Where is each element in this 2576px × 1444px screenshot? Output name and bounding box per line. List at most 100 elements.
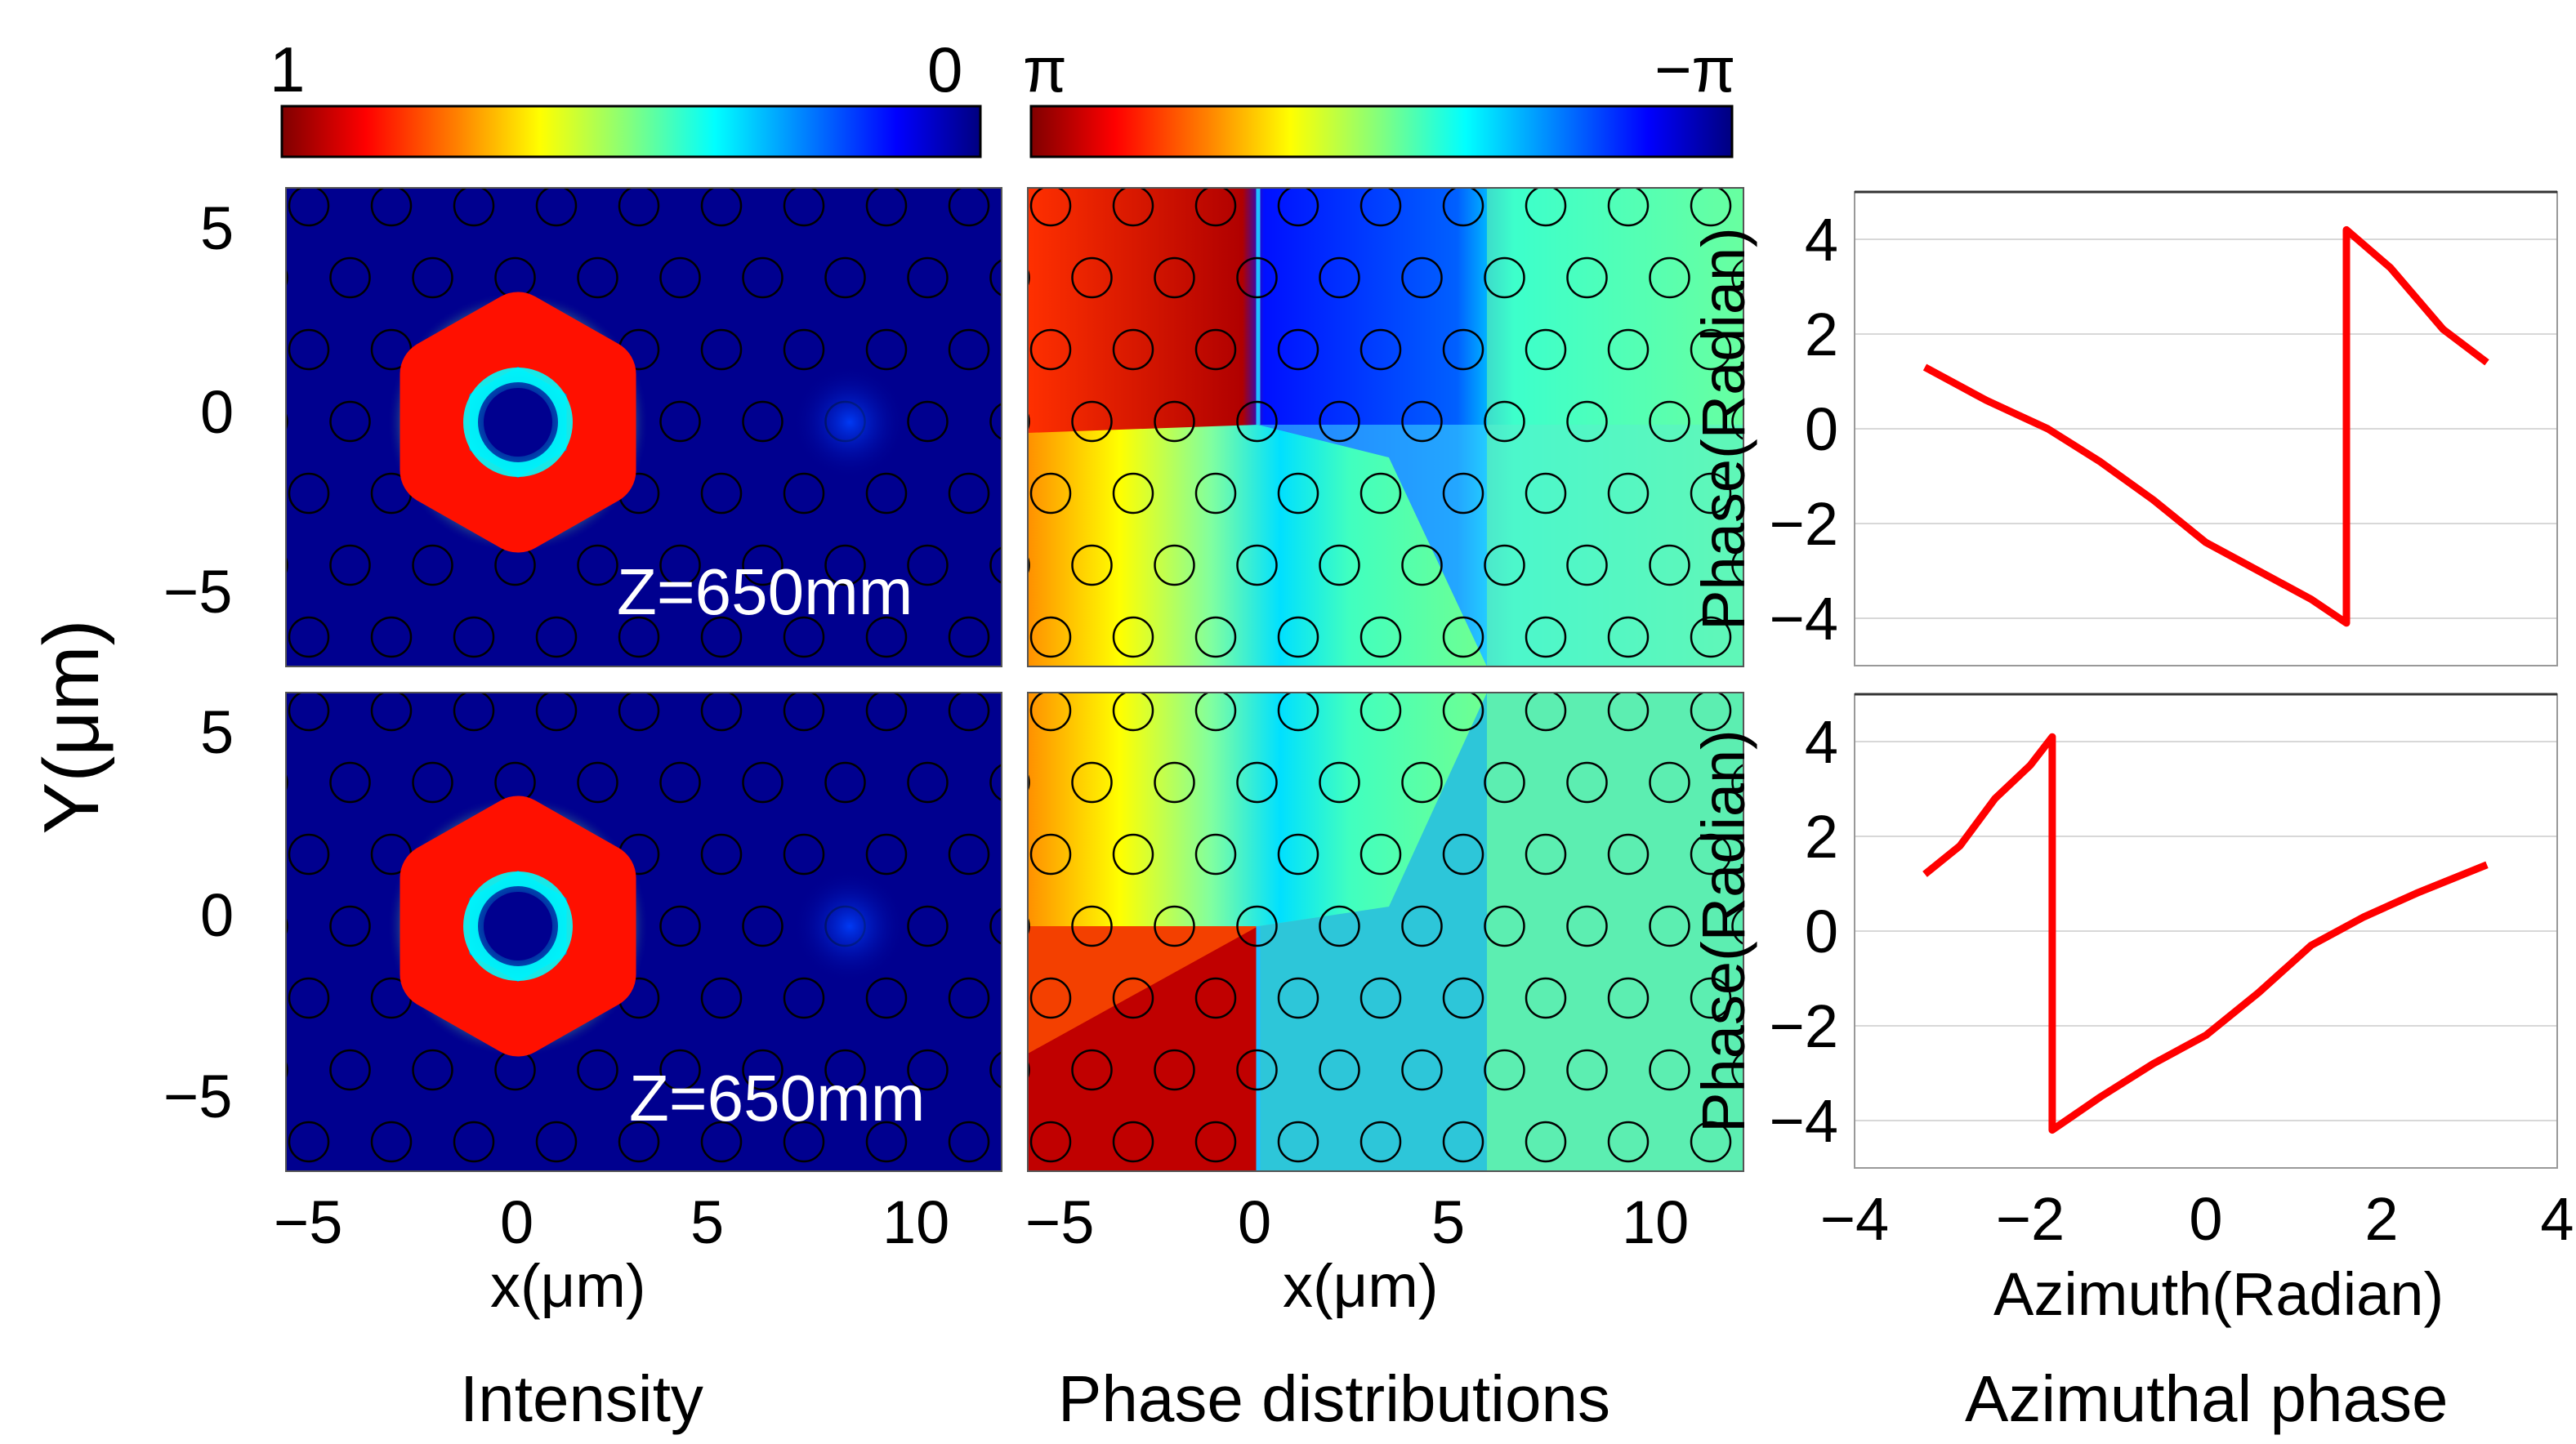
lattice-circle [1442,328,1484,371]
lattice-circle [1401,761,1443,804]
lattice-circle [1815,114,1855,154]
lattice-circle [783,1121,825,1163]
lattice-circle [991,1194,1030,1233]
lattice-circle [1690,328,1732,371]
lattice-circle [1649,256,1690,299]
lattice-circle [1690,472,1732,515]
lattice-circle [370,1121,413,1163]
intensity-colorbar: 1 0 [270,33,982,158]
lattice-circle [1690,977,1732,1019]
y-ticks-bottom: 5 0 −5 [163,698,234,1130]
lattice-circle [1319,544,1360,586]
lattice-circle [1359,1121,1402,1163]
lattice-circle [1319,761,1360,804]
lattice-circle [286,412,288,431]
lattice-circle [578,1194,618,1233]
lattice-circle [700,977,743,1019]
lattice-circle [1774,1266,1813,1305]
lattice-circle [1029,693,1072,732]
lattice-circle [989,764,1002,801]
lattice-circle [1029,188,1072,227]
lattice-circle [742,400,784,443]
lattice-circle [700,328,743,371]
lattice-circle [1277,472,1319,515]
lattice-circle [1029,328,1072,371]
lattice-circle [1607,616,1650,658]
x-tick-label: −2 [1996,1185,2065,1253]
lattice-circle [1029,833,1072,876]
lattice-circle [289,1266,328,1305]
lattice-circle [907,256,949,299]
lattice-circle [1525,833,1567,876]
caption-phase: Phase distributions [1058,1362,1610,1435]
z-label-top: Z=650mm [617,555,913,628]
lattice-circle [1029,977,1072,1019]
lattice-circle [1236,256,1278,299]
lattice-circle [1525,1121,1567,1163]
lattice-circle [659,256,701,299]
x-tick-label: −5 [274,1188,342,1256]
lattice-circle [1442,188,1484,227]
lattice-circle [700,1121,743,1163]
lattice-circle [1485,1194,1525,1233]
x-axis-label-intensity: x(μm) [490,1252,646,1320]
lattice-circle [659,1049,701,1091]
lattice-circle [742,544,784,586]
lattice-circle [1071,761,1113,804]
x-tick-label: 4 [2540,1185,2574,1253]
lattice-circle [1194,977,1237,1019]
lattice-circle [618,188,660,227]
lattice-circle [824,256,866,299]
lattice-circle [783,188,825,227]
lattice-circle [288,977,330,1019]
lattice-circle [370,616,413,658]
lattice-circle [1359,693,1402,732]
lattice-circle [286,773,288,792]
lattice-circle [329,544,371,586]
z-label-bottom: Z=650mm [629,1062,925,1134]
lattice-circle [1484,544,1525,586]
lattice-circle [1196,1266,1235,1305]
y-ticks-top: 5 0 −5 [163,194,234,626]
lattice-circle [989,1051,1002,1089]
lattice-circle [1359,616,1402,658]
y-tick-label: −2 [1770,992,1838,1060]
x-tick-label: 5 [1431,1188,1465,1256]
lattice-circle [990,114,1029,154]
lattice-circle [948,472,990,515]
intensity-colorbar-max-label: 1 [270,33,305,105]
lattice-circle [413,1194,453,1233]
lattice-circle [1236,1049,1278,1091]
lattice-circle [329,1049,371,1091]
lattice-circle [907,761,949,804]
lattice-circle [700,616,743,658]
lattice-circle [1112,1121,1154,1163]
lattice-circle [742,1049,784,1091]
y-axis-label: Y(μm) [28,619,115,834]
lattice-circle [535,693,578,732]
lattice-circle [700,472,743,515]
lattice-circle [1731,259,1743,296]
lattice-circle [1112,833,1154,876]
lattice-circle [1112,616,1154,658]
y-tick-label: 2 [1805,803,1838,871]
lattice-circle [207,474,246,513]
lattice-circle [412,544,453,586]
lattice-circle [1028,773,1030,792]
lattice-circle [454,1266,493,1305]
lattice-circle [1401,256,1443,299]
lattice-circle [248,619,288,658]
y-tick-label: 0 [1805,395,1838,463]
lattice-circle [1359,833,1402,876]
lattice-circle [742,905,784,947]
lattice-circle [700,833,743,876]
y-tick-label: 4 [1805,206,1838,274]
phase-axis-label: Phase(Radian) [1690,729,1757,1133]
lattice-circle [865,328,908,371]
lattice-circle [207,835,246,874]
lattice-circle [286,268,288,287]
y-tick-label: 0 [1805,898,1838,965]
lattice-circle [1277,616,1319,658]
lattice-circle [948,977,990,1019]
lattice-circle [742,256,784,299]
